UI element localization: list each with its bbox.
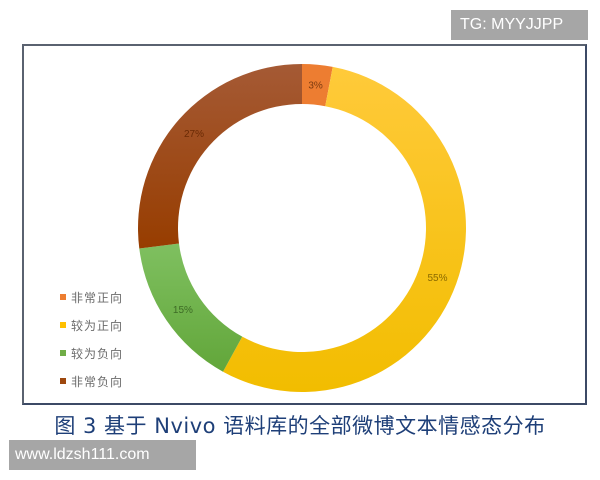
figure-caption: 图 3 基于 Nvivo 语料库的全部微博文本情感态分布 bbox=[54, 414, 546, 438]
legend-label: 非常负向 bbox=[71, 374, 124, 389]
legend-label: 非常正向 bbox=[71, 290, 124, 305]
legend-swatch-icon bbox=[60, 378, 66, 384]
donut-slice bbox=[302, 64, 333, 107]
legend-item: 非常正向 bbox=[60, 283, 123, 311]
chart-legend: 非常正向 较为正向 较为负向 非常负向 bbox=[60, 283, 123, 395]
watermark-top: TG: MYYJJPP bbox=[451, 10, 588, 40]
data-label: 27% bbox=[184, 129, 204, 140]
legend-item: 较为正向 bbox=[60, 311, 123, 339]
legend-item: 非常负向 bbox=[60, 367, 123, 395]
watermark-bottom: www.ldzsh111.com bbox=[9, 440, 196, 470]
donut-slice bbox=[137, 64, 302, 249]
donut-slice bbox=[139, 243, 243, 372]
legend-label: 较为正向 bbox=[71, 318, 124, 333]
legend-label: 较为负向 bbox=[71, 346, 124, 361]
legend-swatch-icon bbox=[60, 294, 66, 300]
data-label: 3% bbox=[308, 81, 323, 92]
data-label: 15% bbox=[173, 305, 193, 316]
donut-slice bbox=[222, 66, 467, 392]
legend-swatch-icon bbox=[60, 322, 66, 328]
legend-item: 较为负向 bbox=[60, 339, 123, 367]
data-label: 55% bbox=[427, 273, 447, 284]
legend-swatch-icon bbox=[60, 350, 66, 356]
chart-frame bbox=[22, 44, 587, 405]
